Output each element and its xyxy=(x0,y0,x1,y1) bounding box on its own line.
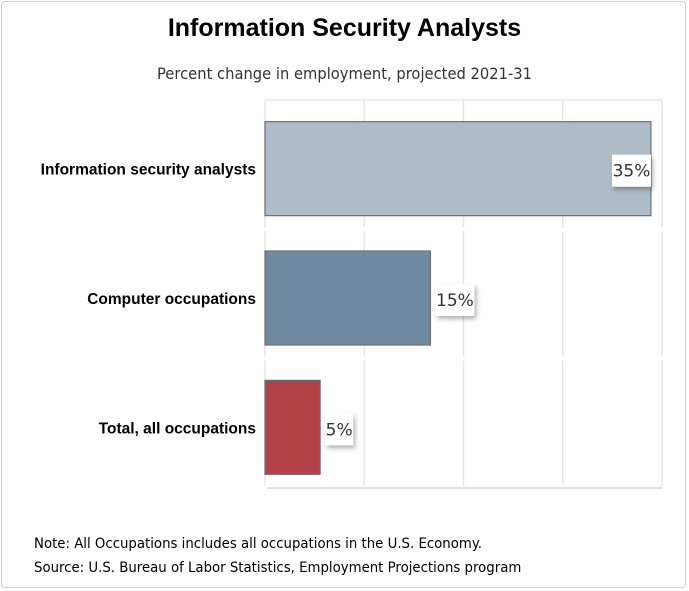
bar xyxy=(264,250,432,346)
chart-note: Note: All Occupations includes all occup… xyxy=(34,536,483,552)
chart-subtitle: Percent change in employment, projected … xyxy=(156,64,533,83)
data-label: 5% xyxy=(326,420,353,440)
chart-title: Information Security Analysts xyxy=(167,14,522,42)
category-label: Computer occupations xyxy=(87,291,256,308)
bar xyxy=(264,121,652,217)
bar xyxy=(264,379,321,475)
data-label-box xyxy=(325,413,354,446)
data-label-box xyxy=(435,284,475,316)
data-label: 35% xyxy=(613,162,651,182)
data-label: 15% xyxy=(436,291,474,311)
category-label: Total, all occupations xyxy=(99,420,256,437)
data-label-box xyxy=(611,154,651,187)
category-label: Information security analysts xyxy=(41,162,256,179)
chart-source: Source: U.S. Bureau of Labor Statistics,… xyxy=(34,560,522,576)
